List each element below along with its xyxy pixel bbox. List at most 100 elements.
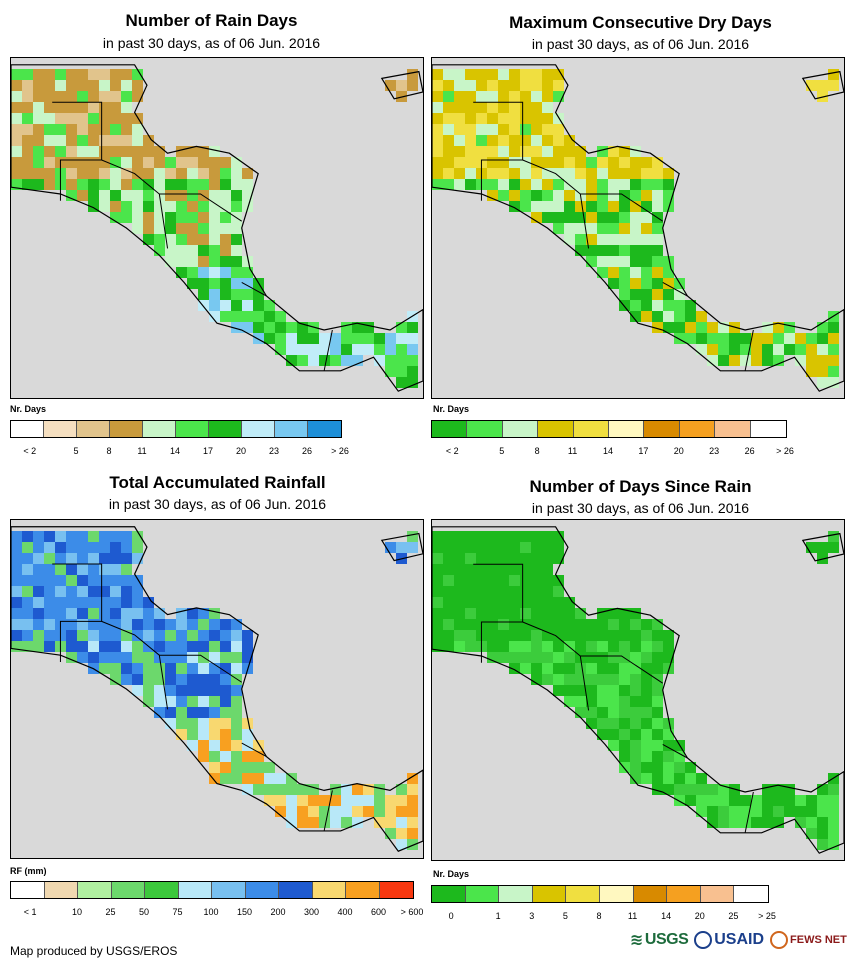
legend-bar [10,420,342,438]
legend-ticks: 0 1 3 5 8 11 14 20 25 > 25 [431,911,776,923]
legend-swatch [499,886,533,902]
legend-swatch [734,886,768,902]
legend-swatch [242,421,275,437]
legend-swatch [78,882,112,898]
legend-tick-label: 5 [562,911,568,921]
legend-tick-label: 17 [638,446,649,456]
legend-tick-label: 14 [602,446,614,456]
legend-tick-label: 200 [270,907,286,917]
map-canvas [432,526,844,854]
legend-swatch [145,882,179,898]
legend-tick-label: 100 [203,907,219,917]
legend-tick-label: 8 [534,446,540,456]
legend-swatch [633,886,668,902]
legend-tick-label: 23 [709,446,720,456]
legend-swatch [346,882,380,898]
usgs-wave-icon: ≋ [630,932,643,949]
map-credit: Map produced by USGS/EROS [10,944,178,958]
legend-swatch [44,421,77,437]
legend-ticks: < 2 5 8 11 14 17 20 23 26 > 26 [431,446,794,458]
legend-tick-label: 8 [106,446,112,456]
legend-swatch [143,421,176,437]
legend-tick-label: 8 [596,911,602,921]
legend-swatch [308,421,341,437]
legend-tick-label: 11 [567,446,578,456]
usgs-logo: ≋ USGS [630,931,689,949]
map-canvas [11,526,423,852]
legend-tick-label: 26 [301,446,313,456]
legend-tick-label: 400 [337,907,353,917]
legend-swatch [566,886,600,902]
legend-tick-label: 20 [694,911,705,921]
legend-swatch [279,882,313,898]
legend-title: Nr. Days [433,404,470,414]
legend-swatch [467,421,503,437]
legend-tick-label: 5 [499,446,505,456]
legend-swatch [608,421,645,437]
legend-tick-label: 23 [268,446,280,456]
legend-swatch [465,886,500,902]
legend-tick-label: < 2 [23,446,37,456]
legend-swatch [111,882,145,898]
panel-title: Number of Rain Days [125,11,298,30]
legend-ticks: < 1 10 25 50 75 100 150 200 300 400 600 > 600 [10,907,424,919]
legend-tick-label: 25 [728,911,739,921]
legend-tick-label: 11 [137,446,147,456]
legend-tick-label: 600 [370,907,387,917]
legend-tick-label: 14 [661,911,672,921]
legend-swatch [715,421,751,437]
panel-rain-days: Number of Rain Days in past 30 days, as … [0,0,427,465]
legend-tick-label: 14 [169,446,181,456]
map-canvas [432,64,844,392]
legend-tick-label: < 1 [23,907,37,917]
legend-swatch [599,886,634,902]
legend-tick-label: 150 [236,907,253,917]
legend-tick-label: > 26 [331,446,349,456]
legend-tick-label: 10 [71,907,83,917]
map-days-since-rain [431,519,845,861]
legend-title: RF (mm) [10,866,47,876]
legend-tick-label: 20 [235,446,247,456]
legend-tick-label: 75 [172,907,183,917]
legend-swatch [212,882,246,898]
panel-subtitle: in past 30 days, as of 06 Jun. 2016 [531,36,750,52]
panel-total-rainfall: Total Accumulated Rainfall in past 30 da… [0,465,427,930]
legend-swatch [502,421,539,437]
legend-title: Nr. Days [433,869,470,879]
legend-swatch [644,421,680,437]
legend-swatch [178,882,212,898]
legend-tick-label: > 26 [776,446,794,456]
legend-tick-label: > 600 [400,907,424,917]
legend-tick-label: 5 [73,446,79,456]
map-canvas [11,64,423,392]
legend-tick-label: 26 [744,446,755,456]
legend-swatch [245,882,279,898]
legend-swatch [679,421,716,437]
fewsnet-logo: FEWS NET [770,931,847,949]
legend-swatch [44,882,78,898]
legend-bar [431,420,787,438]
panel-title: Maximum Consecutive Dry Days [509,13,772,32]
logo-strip: ≋ USGS USAID FEWS NET [630,930,847,950]
map-total-rainfall [10,519,424,859]
legend-swatch [176,421,209,437]
legend-swatch [538,421,574,437]
legend-title: Nr. Days [10,404,47,414]
legend-swatch [11,882,45,898]
legend-tick-label: 0 [448,911,454,921]
legend-swatch [667,886,701,902]
panel-title: Total Accumulated Rainfall [109,473,326,492]
usaid-logo: USAID [694,931,764,949]
legend-bar [10,881,414,899]
panel-title: Number of Days Since Rain [529,477,752,496]
panel-subtitle: in past 30 days, as of 06 Jun. 2016 [108,496,327,512]
legend-swatch [110,421,143,437]
legend-tick-label: 11 [627,911,638,921]
legend-swatch [432,886,466,902]
legend-swatch [77,421,110,437]
map-rain-days [10,57,424,399]
map-dry-days [431,57,845,399]
legend-tick-label: 25 [105,907,116,917]
legend-swatch [700,886,735,902]
panel-days-since-rain: Number of Days Since Rain in past 30 day… [427,465,854,930]
